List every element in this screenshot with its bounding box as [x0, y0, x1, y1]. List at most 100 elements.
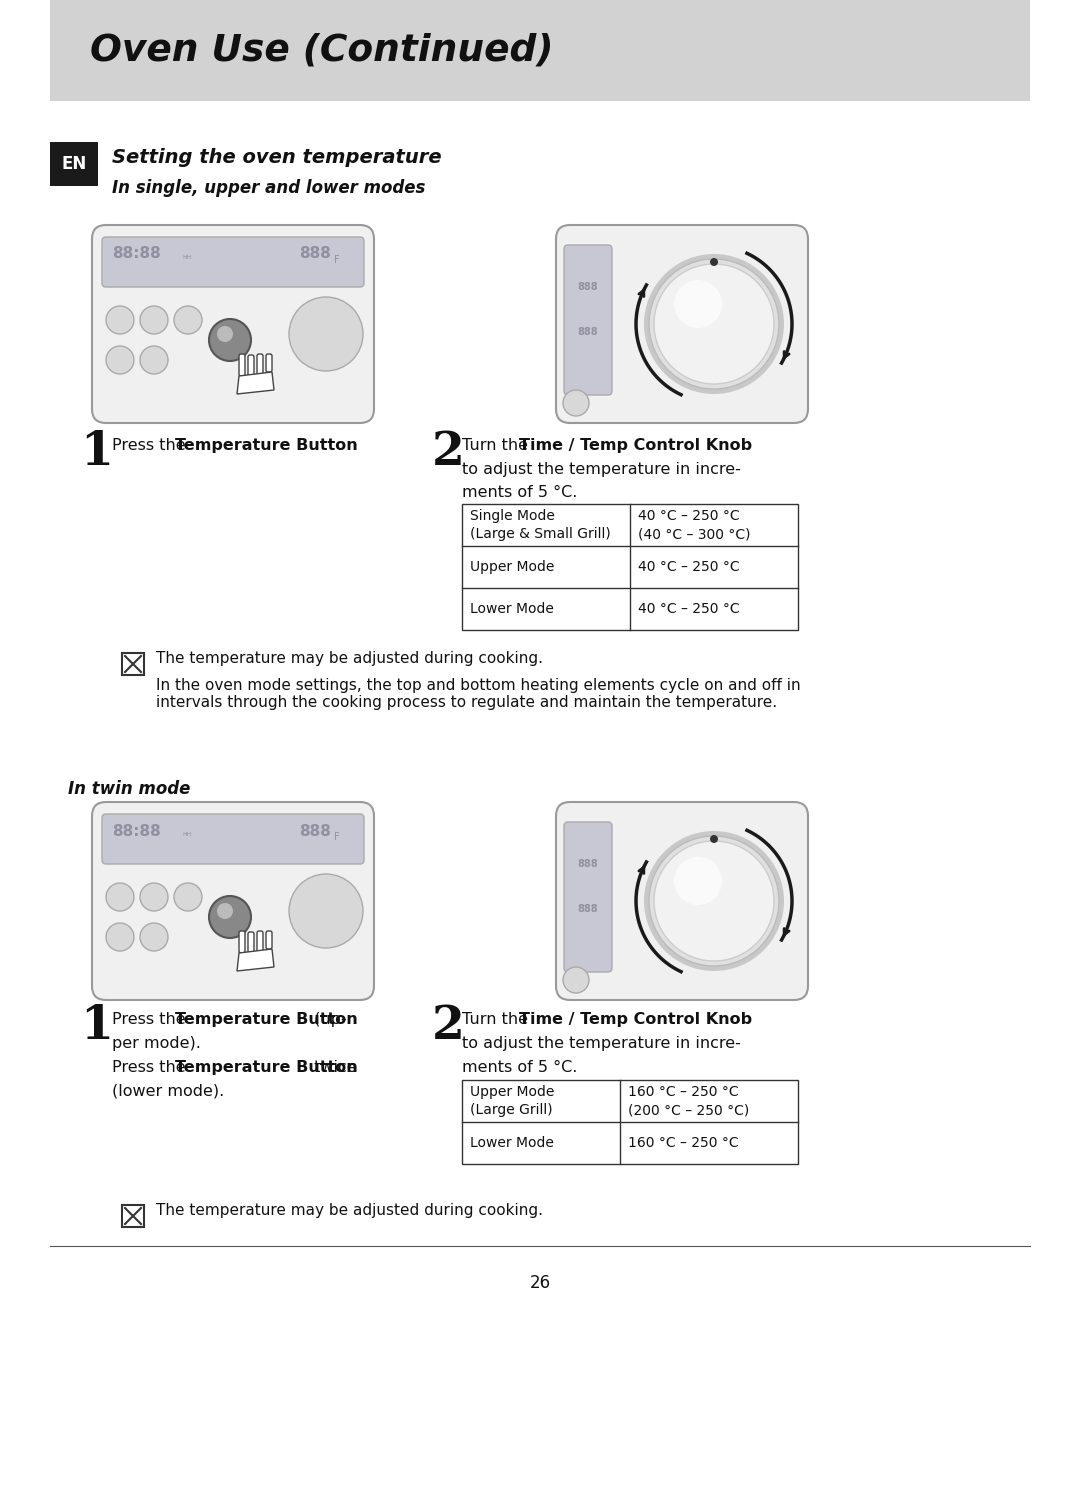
Text: 160 °C – 250 °C: 160 °C – 250 °C	[627, 1135, 739, 1150]
Text: Temperature Button: Temperature Button	[175, 1060, 357, 1074]
Circle shape	[644, 254, 784, 394]
FancyBboxPatch shape	[257, 932, 264, 953]
FancyBboxPatch shape	[239, 932, 245, 953]
Bar	[122, 652, 144, 675]
Circle shape	[710, 835, 718, 843]
Text: (lower mode).: (lower mode).	[112, 1083, 225, 1100]
Text: Time / Temp Control Knob: Time / Temp Control Knob	[519, 1012, 752, 1027]
Text: .: .	[309, 438, 314, 453]
Text: 888: 888	[299, 247, 330, 262]
Text: ments of 5 °C.: ments of 5 °C.	[462, 484, 578, 499]
Text: The temperature may be adjusted during cooking.: The temperature may be adjusted during c…	[156, 1202, 543, 1217]
Circle shape	[563, 967, 589, 993]
Circle shape	[674, 857, 723, 905]
Circle shape	[217, 903, 233, 918]
Polygon shape	[237, 372, 274, 394]
Text: Time / Temp Control Knob: Time / Temp Control Knob	[519, 438, 752, 453]
Bar	[50, 143, 98, 186]
Circle shape	[174, 306, 202, 334]
Circle shape	[140, 306, 168, 334]
Text: In the oven mode settings, the top and bottom heating elements cycle on and off : In the oven mode settings, the top and b…	[156, 678, 800, 710]
Text: (40 °C – 300 °C): (40 °C – 300 °C)	[638, 528, 751, 541]
Text: twice: twice	[309, 1060, 356, 1074]
Circle shape	[140, 883, 168, 911]
FancyBboxPatch shape	[239, 354, 245, 376]
Text: Single Mode: Single Mode	[470, 510, 555, 523]
Text: ments of 5 °C.: ments of 5 °C.	[462, 1060, 578, 1074]
Text: 88:88: 88:88	[112, 247, 161, 262]
Text: 88:88: 88:88	[112, 823, 161, 838]
Bar	[122, 1205, 144, 1227]
Circle shape	[106, 346, 134, 374]
Text: 1: 1	[80, 1003, 113, 1049]
Text: Turn the: Turn the	[462, 1012, 534, 1027]
Circle shape	[106, 923, 134, 951]
Text: 40 °C – 250 °C: 40 °C – 250 °C	[638, 510, 740, 523]
Text: (Large & Small Grill): (Large & Small Grill)	[470, 528, 611, 541]
FancyBboxPatch shape	[266, 932, 272, 950]
Circle shape	[174, 883, 202, 911]
Text: (up-: (up-	[309, 1012, 347, 1027]
Text: Temperature Button: Temperature Button	[175, 1012, 357, 1027]
Text: 888: 888	[578, 859, 598, 869]
FancyBboxPatch shape	[92, 224, 374, 424]
FancyBboxPatch shape	[556, 224, 808, 424]
Text: to adjust the temperature in incre-: to adjust the temperature in incre-	[462, 462, 741, 477]
FancyBboxPatch shape	[102, 236, 364, 287]
FancyBboxPatch shape	[248, 932, 254, 955]
Circle shape	[140, 923, 168, 951]
Circle shape	[289, 874, 363, 948]
Text: Upper Mode: Upper Mode	[470, 560, 554, 574]
Text: 888: 888	[578, 327, 598, 337]
Text: 40 °C – 250 °C: 40 °C – 250 °C	[638, 560, 740, 574]
FancyBboxPatch shape	[556, 802, 808, 1000]
FancyBboxPatch shape	[564, 822, 612, 972]
Text: In twin mode: In twin mode	[68, 780, 190, 798]
Circle shape	[654, 265, 774, 383]
Circle shape	[644, 831, 784, 970]
FancyBboxPatch shape	[92, 802, 374, 1000]
Bar	[462, 1080, 798, 1164]
FancyBboxPatch shape	[564, 245, 612, 395]
Bar	[50, 0, 1030, 101]
Circle shape	[289, 297, 363, 372]
Text: Setting the oven temperature: Setting the oven temperature	[112, 149, 442, 166]
Text: 160 °C – 250 °C: 160 °C – 250 °C	[627, 1085, 739, 1100]
Polygon shape	[237, 950, 274, 970]
Circle shape	[106, 306, 134, 334]
FancyBboxPatch shape	[102, 814, 364, 863]
Text: ᴴᴴ: ᴴᴴ	[183, 256, 191, 265]
Circle shape	[106, 883, 134, 911]
Text: Press the: Press the	[112, 1060, 191, 1074]
Text: Lower Mode: Lower Mode	[470, 1135, 554, 1150]
Text: EN: EN	[62, 155, 86, 172]
Text: Lower Mode: Lower Mode	[470, 602, 554, 617]
Text: 26: 26	[529, 1274, 551, 1291]
Text: F: F	[334, 832, 339, 843]
Circle shape	[210, 319, 251, 361]
Text: 2: 2	[432, 429, 464, 476]
Text: (Large Grill): (Large Grill)	[470, 1103, 553, 1117]
Text: The temperature may be adjusted during cooking.: The temperature may be adjusted during c…	[156, 651, 543, 666]
Text: per mode).: per mode).	[112, 1036, 201, 1051]
Circle shape	[674, 279, 723, 328]
Circle shape	[710, 259, 718, 266]
Text: Press the: Press the	[112, 438, 191, 453]
Text: 1: 1	[80, 429, 113, 476]
Text: In single, upper and lower modes: In single, upper and lower modes	[112, 178, 426, 198]
Text: 888: 888	[299, 823, 330, 838]
Text: Temperature Button: Temperature Button	[175, 438, 357, 453]
Circle shape	[563, 389, 589, 416]
Text: 2: 2	[432, 1003, 464, 1049]
Text: Turn the: Turn the	[462, 438, 534, 453]
Circle shape	[649, 837, 779, 966]
Text: 888: 888	[578, 282, 598, 293]
Circle shape	[140, 346, 168, 374]
FancyBboxPatch shape	[257, 354, 264, 376]
Text: Upper Mode: Upper Mode	[470, 1085, 554, 1100]
Text: to adjust the temperature in incre-: to adjust the temperature in incre-	[462, 1036, 741, 1051]
Circle shape	[654, 841, 774, 961]
Text: ᴴᴴ: ᴴᴴ	[183, 832, 191, 843]
Bar	[462, 504, 798, 630]
Circle shape	[217, 325, 233, 342]
